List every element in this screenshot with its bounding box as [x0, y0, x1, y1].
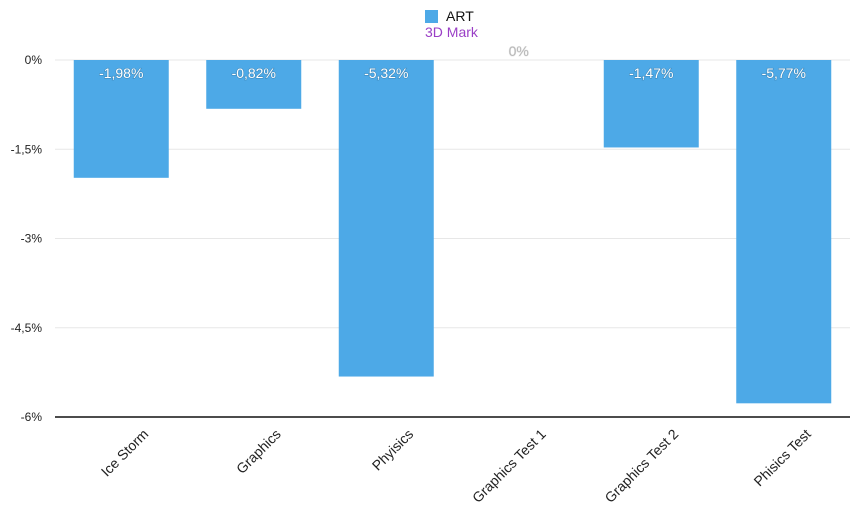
- bar-data-label: -5,77%: [762, 65, 806, 81]
- bar-data-label: -1,98%: [99, 65, 143, 81]
- y-tick-label: 0%: [25, 53, 43, 67]
- y-tick-label: -3%: [21, 232, 43, 246]
- y-tick-label: -4,5%: [11, 321, 43, 335]
- chart-title: 3D Mark: [425, 24, 478, 40]
- legend-label-art: ART: [446, 8, 474, 24]
- x-category-label: Phyisics: [369, 426, 417, 474]
- bar-data-label: -0,82%: [232, 65, 276, 81]
- x-category-label: Phisics Test: [750, 426, 813, 489]
- x-category-label: Graphics: [233, 426, 284, 477]
- legend-swatch-art: [425, 9, 438, 23]
- y-tick-label: -6%: [21, 410, 43, 424]
- x-category-label: Ice Storm: [98, 426, 152, 480]
- bar-data-label: 0%: [509, 43, 529, 59]
- bar-data-label: -5,32%: [364, 65, 408, 81]
- bar: [338, 60, 434, 377]
- bar: [206, 60, 302, 109]
- x-category-label: Graphics Test 1: [469, 426, 549, 506]
- bar-data-label: -1,47%: [629, 65, 673, 81]
- legend: ART: [425, 8, 474, 24]
- x-category-label: Graphics Test 2: [601, 426, 681, 506]
- y-tick-label: -1,5%: [11, 142, 43, 156]
- bar: [736, 60, 832, 404]
- bar: [73, 60, 169, 178]
- bar: [603, 60, 699, 148]
